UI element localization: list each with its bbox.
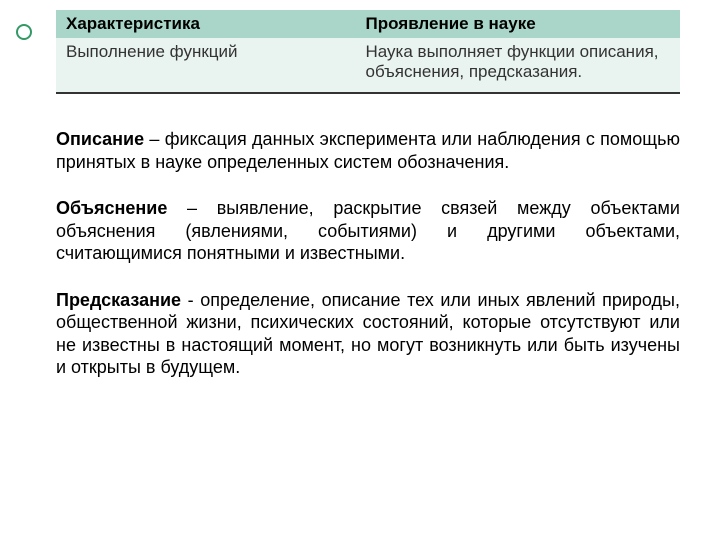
bullet-marker <box>16 24 32 40</box>
table-cell-1: Выполнение функций <box>56 38 356 93</box>
table-row: Выполнение функций Наука выполняет функц… <box>56 38 680 93</box>
slide-content: Характеристика Проявление в науке Выполн… <box>56 10 680 403</box>
paragraph-explanation: Объяснение – выявление, раскрытие связей… <box>56 197 680 265</box>
paragraph-description: Описание – фиксация данных эксперимента … <box>56 128 680 173</box>
term-2: Объяснение <box>56 198 167 218</box>
table-header-2: Проявление в науке <box>356 10 680 38</box>
definition-table: Характеристика Проявление в науке Выполн… <box>56 10 680 94</box>
paragraph-prediction: Предсказание - определение, описание тех… <box>56 289 680 379</box>
term-1: Описание <box>56 129 144 149</box>
term-3: Предсказание <box>56 290 181 310</box>
paragraphs-block: Описание – фиксация данных эксперимента … <box>56 128 680 379</box>
text-1: – фиксация данных эксперимента или наблю… <box>56 129 680 172</box>
table-header-1: Характеристика <box>56 10 356 38</box>
table-cell-2: Наука выполняет функции описания, объясн… <box>356 38 680 93</box>
